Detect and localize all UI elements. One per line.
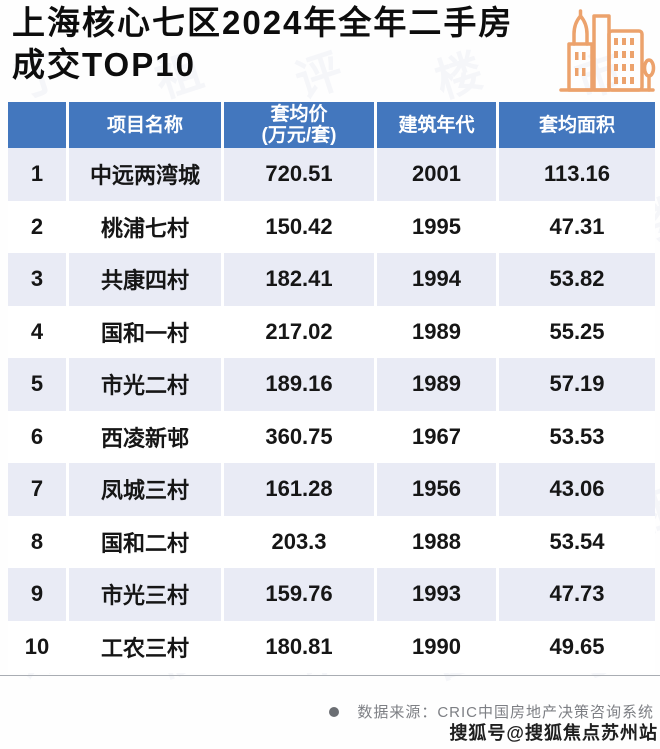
avg-area-cell: 113.16 — [499, 148, 655, 201]
rank-cell: 1 — [8, 148, 66, 201]
table-row: 1 中远两湾城 720.51 2001 113.16 — [8, 148, 655, 201]
build-year-cell: 1989 — [377, 358, 496, 411]
avg-area-cell: 49.65 — [499, 620, 655, 673]
header-avg-price: 套均价 (万元/套) — [224, 102, 374, 148]
top10-table: 项目名称 套均价 (万元/套) 建筑年代 套均面积 1 中远两湾城 720.51… — [8, 102, 655, 673]
table-row: 6 西凌新邨 360.75 1967 53.53 — [8, 410, 655, 463]
project-name-cell: 国和二村 — [69, 515, 221, 568]
avg-area-cell: 53.82 — [499, 253, 655, 306]
footer-divider — [0, 675, 660, 676]
build-year-cell: 1956 — [377, 463, 496, 516]
header-avg-price-line2: (万元/套) — [261, 125, 337, 146]
table-row: 10 工农三村 180.81 1990 49.65 — [8, 620, 655, 673]
build-year-cell: 2001 — [377, 148, 496, 201]
page-title: 上海核心七区2024年全年二手房 成交TOP10 — [12, 2, 562, 86]
table-row: 3 共康四村 182.41 1994 53.82 — [8, 253, 655, 306]
rank-cell: 10 — [8, 620, 66, 673]
project-name-cell: 桃浦七村 — [69, 200, 221, 253]
project-name-cell: 中远两湾城 — [69, 148, 221, 201]
publisher-watermark: 搜狐号@搜狐焦点苏州站 — [449, 723, 658, 743]
build-year-cell: 1994 — [377, 253, 496, 306]
header-project-name: 项目名称 — [69, 102, 221, 148]
avg-price-cell: 159.76 — [224, 568, 374, 621]
avg-area-cell: 47.31 — [499, 200, 655, 253]
avg-area-cell: 53.53 — [499, 410, 655, 463]
rank-cell: 5 — [8, 358, 66, 411]
table-header-row: 项目名称 套均价 (万元/套) 建筑年代 套均面积 — [8, 102, 655, 148]
avg-price-cell: 360.75 — [224, 410, 374, 463]
avg-price-cell: 161.28 — [224, 463, 374, 516]
table-row: 4 国和一村 217.02 1989 55.25 — [8, 305, 655, 358]
rank-cell: 8 — [8, 515, 66, 568]
avg-price-cell: 180.81 — [224, 620, 374, 673]
avg-price-cell: 182.41 — [224, 253, 374, 306]
build-year-cell: 1993 — [377, 568, 496, 621]
building-windows — [614, 38, 634, 84]
data-source-text: 数据来源：CRIC中国房地产决策咨询系统 — [357, 704, 654, 721]
header-avg-area: 套均面积 — [499, 102, 655, 148]
avg-area-cell: 55.25 — [499, 305, 655, 358]
header-avg-price-line1: 套均价 — [270, 104, 328, 125]
rank-cell: 3 — [8, 253, 66, 306]
project-name-cell: 西凌新邨 — [69, 410, 221, 463]
project-name-cell: 凤城三村 — [69, 463, 221, 516]
build-year-cell: 1988 — [377, 515, 496, 568]
avg-price-cell: 217.02 — [224, 305, 374, 358]
table-row: 8 国和二村 203.3 1988 53.54 — [8, 515, 655, 568]
build-year-cell: 1989 — [377, 305, 496, 358]
buildings-icon — [559, 9, 656, 92]
title-line-1: 上海核心七区2024年全年二手房 — [12, 4, 514, 41]
rank-cell: 6 — [8, 410, 66, 463]
header-build-year: 建筑年代 — [377, 102, 496, 148]
avg-area-cell: 57.19 — [499, 358, 655, 411]
build-year-cell: 1990 — [377, 620, 496, 673]
rank-cell: 7 — [8, 463, 66, 516]
rank-cell: 9 — [8, 568, 66, 621]
project-name-cell: 市光三村 — [69, 568, 221, 621]
data-source: 数据来源：CRIC中国房地产决策咨询系统 — [329, 701, 654, 722]
avg-area-cell: 43.06 — [499, 463, 655, 516]
table-row: 9 市光三村 159.76 1993 47.73 — [8, 568, 655, 621]
rank-cell: 4 — [8, 305, 66, 358]
project-name-cell: 国和一村 — [69, 305, 221, 358]
rank-cell: 2 — [8, 200, 66, 253]
table-body: 1 中远两湾城 720.51 2001 113.16 2 桃浦七村 150.42… — [8, 148, 655, 673]
title-line-2: 成交TOP10 — [12, 46, 196, 83]
table-row: 7 凤城三村 161.28 1956 43.06 — [8, 463, 655, 516]
project-name-cell: 工农三村 — [69, 620, 221, 673]
project-name-cell: 共康四村 — [69, 253, 221, 306]
avg-price-cell: 720.51 — [224, 148, 374, 201]
table-row: 5 市光二村 189.16 1989 57.19 — [8, 358, 655, 411]
build-year-cell: 1967 — [377, 410, 496, 463]
build-year-cell: 1995 — [377, 200, 496, 253]
header-rank — [8, 102, 66, 148]
table-row: 2 桃浦七村 150.42 1995 47.31 — [8, 200, 655, 253]
project-name-cell: 市光二村 — [69, 358, 221, 411]
avg-price-cell: 150.42 — [224, 200, 374, 253]
tower-windows — [575, 52, 586, 76]
avg-price-cell: 203.3 — [224, 515, 374, 568]
avg-area-cell: 47.73 — [499, 568, 655, 621]
avg-area-cell: 53.54 — [499, 515, 655, 568]
bullet-icon — [329, 706, 340, 717]
avg-price-cell: 189.16 — [224, 358, 374, 411]
